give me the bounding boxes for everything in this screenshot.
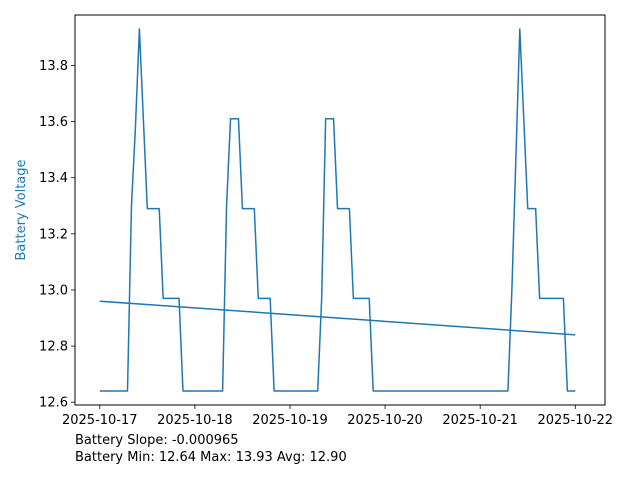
x-axis: 2025-10-17 2025-10-18 2025-10-19 2025-10-20… xyxy=(62,405,613,428)
x-tick-label: 2025-10-21 xyxy=(442,413,518,428)
plot-frame xyxy=(74,14,606,406)
battery-summary-text: Battery Min: 12.64 Max: 13.93 Avg: 12.90 xyxy=(75,450,347,465)
voltage-line xyxy=(99,28,576,392)
x-tick-label: 2025-10-17 xyxy=(62,413,138,428)
y-tick-label: 13.8 xyxy=(39,59,68,74)
y-tick-label: 12.8 xyxy=(39,340,68,355)
y-tick-label: 13.6 xyxy=(39,115,68,130)
y-tick-label: 13.2 xyxy=(39,227,68,242)
x-tick-label: 2025-10-22 xyxy=(537,413,613,428)
y-tick-label: 13.0 xyxy=(39,283,68,298)
x-tick-label: 2025-10-18 xyxy=(157,413,233,428)
y-axis: 12.6 12.8 13.0 13.2 13.4 13.6 13.8 xyxy=(39,59,75,411)
battery-slope-text: Battery Slope: -0.000965 xyxy=(75,433,239,448)
y-axis-label: Battery Voltage xyxy=(14,159,29,260)
y-tick-label: 12.6 xyxy=(39,396,68,411)
y-tick-label: 13.4 xyxy=(39,171,68,186)
x-tick-label: 2025-10-19 xyxy=(252,413,328,428)
trend-line xyxy=(99,300,576,336)
plot-marks xyxy=(99,28,576,392)
x-tick-label: 2025-10-20 xyxy=(347,413,423,428)
